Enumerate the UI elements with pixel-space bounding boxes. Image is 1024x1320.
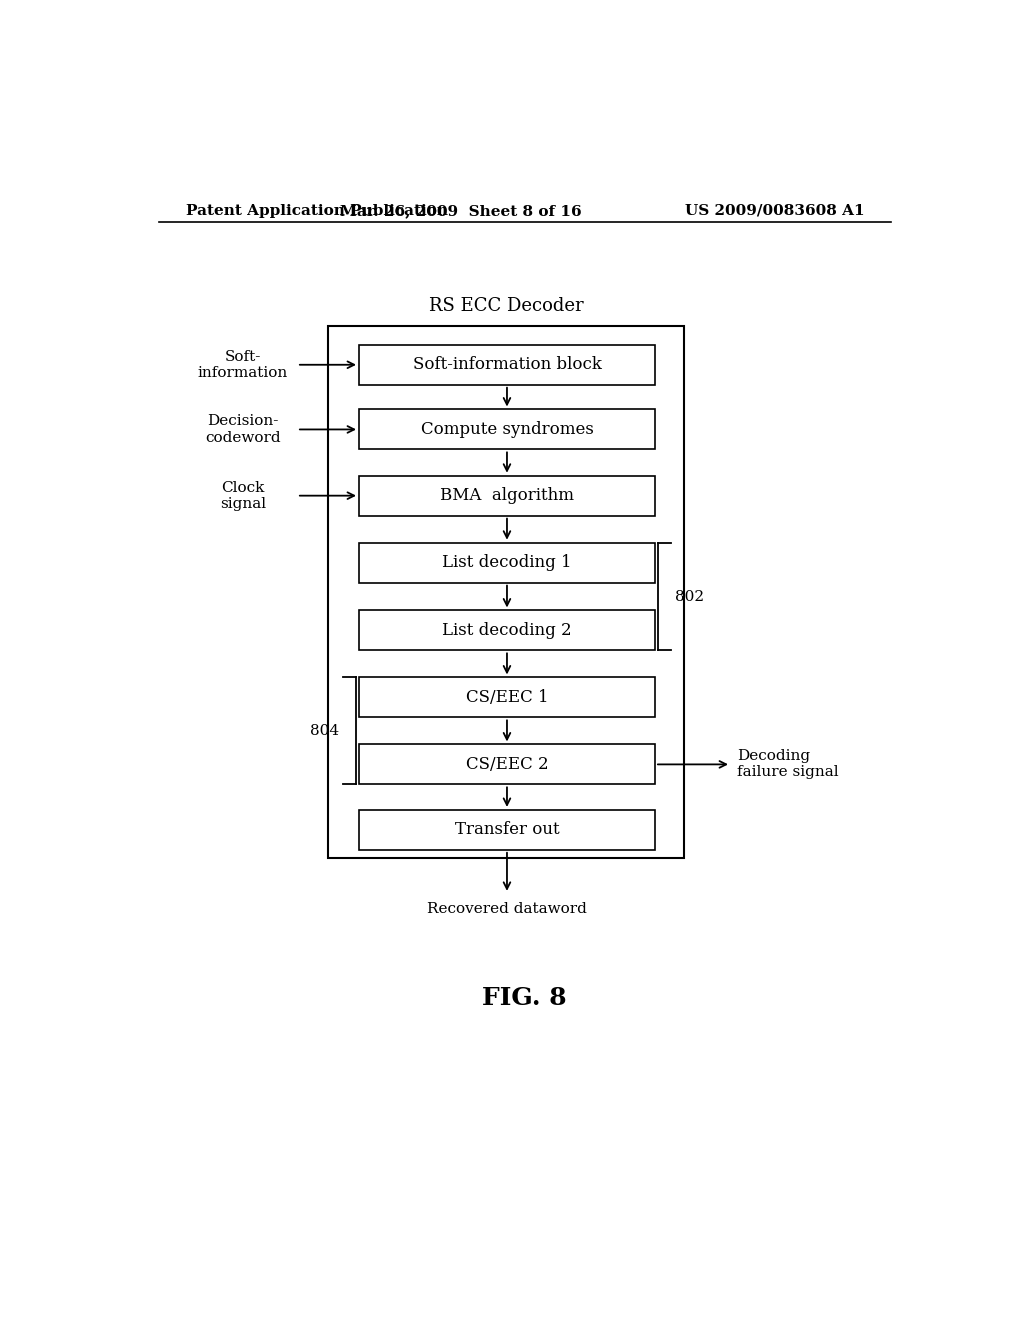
- Bar: [359, 345, 655, 385]
- Bar: [359, 744, 655, 784]
- Text: CS/EEC 2: CS/EEC 2: [466, 756, 548, 774]
- Text: CS/EEC 1: CS/EEC 1: [466, 689, 548, 706]
- Text: Mar. 26, 2009  Sheet 8 of 16: Mar. 26, 2009 Sheet 8 of 16: [340, 203, 582, 218]
- Text: Soft-information block: Soft-information block: [413, 356, 601, 374]
- Text: FIG. 8: FIG. 8: [482, 986, 567, 1010]
- Text: Patent Application Publication: Patent Application Publication: [186, 203, 449, 218]
- Bar: [359, 475, 655, 516]
- Bar: [359, 610, 655, 651]
- Text: 802: 802: [675, 590, 705, 603]
- Bar: [359, 409, 655, 449]
- Text: Soft-
information: Soft- information: [198, 350, 288, 380]
- Text: US 2009/0083608 A1: US 2009/0083608 A1: [685, 203, 864, 218]
- Text: Decision-
codeword: Decision- codeword: [205, 414, 281, 445]
- Text: RS ECC Decoder: RS ECC Decoder: [429, 297, 584, 315]
- Text: Clock
signal: Clock signal: [219, 480, 266, 511]
- Bar: [359, 810, 655, 850]
- Text: List decoding 2: List decoding 2: [442, 622, 571, 639]
- Text: Recovered dataword: Recovered dataword: [427, 902, 587, 916]
- Bar: [359, 543, 655, 582]
- Bar: [359, 677, 655, 718]
- Text: Transfer out: Transfer out: [455, 821, 559, 838]
- Text: List decoding 1: List decoding 1: [442, 554, 571, 572]
- Text: BMA  algorithm: BMA algorithm: [440, 487, 574, 504]
- Bar: [328, 326, 684, 858]
- Text: 804: 804: [309, 723, 339, 738]
- Text: Decoding
failure signal: Decoding failure signal: [737, 750, 839, 780]
- Text: Compute syndromes: Compute syndromes: [421, 421, 594, 438]
